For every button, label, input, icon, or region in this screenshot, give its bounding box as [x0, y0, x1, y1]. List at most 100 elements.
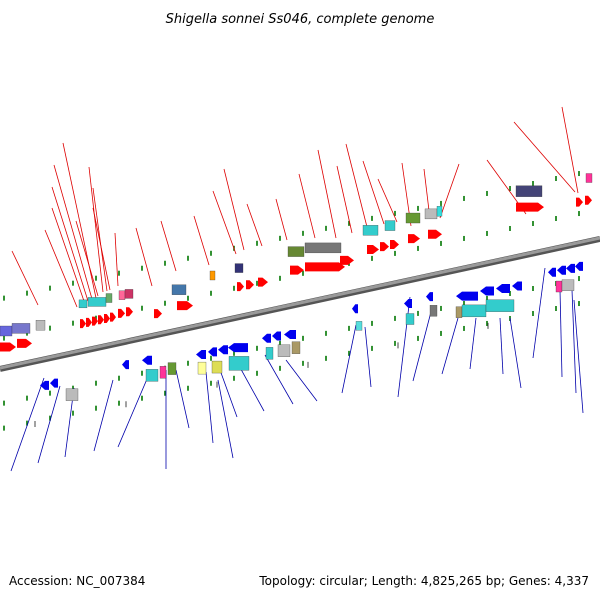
reverse-gene-box: [461, 304, 487, 318]
reverse-gene-arrow: [352, 304, 358, 314]
forward-gene-leader: [298, 173, 316, 239]
forward-gene-arrow: [367, 244, 379, 254]
forward-gene-box: [78, 299, 88, 309]
forward-gene-arrow: [104, 313, 110, 323]
forward-gene-arrow: [17, 338, 32, 348]
forward-gene-arrow: [118, 308, 125, 318]
forward-gene-arrow: [390, 239, 399, 249]
reverse-gene-arrow: [426, 292, 433, 302]
forward-gene-arrow: [290, 265, 304, 275]
reverse-gene-box: [265, 347, 274, 360]
forward-gene-arrow: [428, 229, 442, 239]
forward-gene-leader: [336, 165, 353, 234]
forward-gene-arrow: [154, 309, 162, 319]
forward-gene-arrow: [86, 317, 92, 327]
forward-gene-arrow: [258, 277, 268, 287]
reverse-gene-box: [277, 344, 291, 357]
reverse-gene-leader: [37, 385, 61, 464]
forward-gene-arrow: [585, 195, 592, 205]
forward-gene-leader: [62, 142, 97, 299]
forward-gene-leader: [561, 106, 579, 194]
reverse-gene-leader: [93, 379, 114, 452]
forward-gene-arrow: [80, 319, 86, 329]
forward-gene-leader: [92, 207, 111, 291]
forward-gene-leader: [92, 187, 108, 292]
forward-gene-box: [105, 293, 113, 303]
reverse-gene-leader: [532, 267, 546, 359]
forward-gene-leader: [51, 207, 86, 305]
forward-gene-leader: [75, 220, 99, 297]
reverse-gene-box: [145, 369, 159, 382]
forward-gene-arrow: [126, 307, 133, 317]
forward-gene-arrow: [516, 202, 544, 212]
forward-gene-arrow: [380, 242, 389, 252]
reverse-gene-leader: [469, 317, 477, 370]
reverse-gene-arrow: [40, 380, 49, 390]
forward-gene-leader: [212, 190, 237, 255]
reverse-gene-leader: [499, 317, 504, 375]
reverse-gene-leader: [441, 317, 459, 375]
reverse-gene-box: [355, 321, 363, 331]
reverse-gene-arrow: [557, 265, 566, 275]
reverse-gene-box: [65, 388, 79, 401]
reverse-gene-arrow: [50, 378, 58, 388]
forward-gene-leader: [51, 186, 89, 302]
forward-gene-leader: [362, 160, 385, 225]
reverse-gene-leader: [117, 371, 151, 448]
reverse-gene-box: [405, 313, 415, 325]
forward-gene-leader: [275, 198, 288, 241]
reverse-gene-arrow: [548, 267, 556, 277]
forward-gene-box: [304, 242, 342, 254]
reverse-gene-arrow: [496, 284, 510, 294]
forward-gene-leader: [53, 164, 93, 300]
reverse-gene-leader: [175, 369, 190, 429]
forward-gene-box: [209, 270, 216, 281]
forward-gene-arrow: [177, 301, 193, 311]
forward-gene-arrow: [340, 255, 354, 265]
forward-gene-leader: [88, 166, 104, 293]
reverse-gene-box: [228, 356, 250, 371]
reverse-gene-arrow: [404, 298, 412, 308]
reverse-gene-leader: [412, 307, 433, 382]
forward-gene-arrow: [576, 197, 583, 207]
forward-gene-leader: [377, 178, 398, 223]
reverse-gene-box: [167, 362, 177, 375]
forward-gene-arrow: [92, 316, 98, 326]
forward-gene-box: [11, 323, 31, 334]
reverse-gene-box: [555, 280, 563, 293]
forward-gene-box: [515, 185, 543, 197]
forward-gene-box: [405, 212, 421, 224]
reverse-gene-arrow: [142, 355, 152, 365]
forward-gene-box: [424, 208, 438, 220]
reverse-gene-box: [211, 360, 223, 374]
forward-gene-box: [287, 246, 305, 257]
forward-gene-box: [0, 325, 13, 337]
forward-gene-leader: [44, 229, 78, 308]
forward-gene-arrow: [408, 234, 420, 244]
reverse-gene-arrow: [575, 261, 583, 271]
reverse-gene-leader: [559, 289, 563, 378]
reverse-gene-leader: [10, 377, 45, 472]
forward-gene-arrow: [237, 282, 244, 292]
reverse-gene-arrow: [480, 286, 494, 296]
map-title: Shigella sonnei Ss046, complete genome: [166, 12, 435, 27]
forward-gene-leader: [246, 203, 263, 247]
reverse-gene-leader: [397, 296, 411, 398]
forward-gene-box: [585, 173, 593, 183]
reverse-gene-leader: [364, 326, 372, 388]
forward-gene-box: [234, 263, 244, 273]
forward-gene-arrow: [110, 312, 116, 322]
reverse-gene-leader: [341, 324, 357, 394]
forward-gene-leader: [11, 250, 39, 306]
backbone-line: [0, 236, 600, 370]
forward-gene-box: [384, 220, 396, 231]
reverse-gene-box: [291, 341, 301, 354]
forward-gene-box: [171, 284, 187, 295]
forward-gene-leader: [193, 215, 210, 266]
reverse-gene-leader: [217, 379, 234, 459]
reverse-gene-leader: [219, 369, 238, 418]
reverse-gene-arrow: [122, 360, 129, 370]
reverse-gene-box: [455, 306, 463, 318]
forward-gene-arrow: [305, 262, 345, 272]
forward-gene-box: [87, 297, 107, 307]
